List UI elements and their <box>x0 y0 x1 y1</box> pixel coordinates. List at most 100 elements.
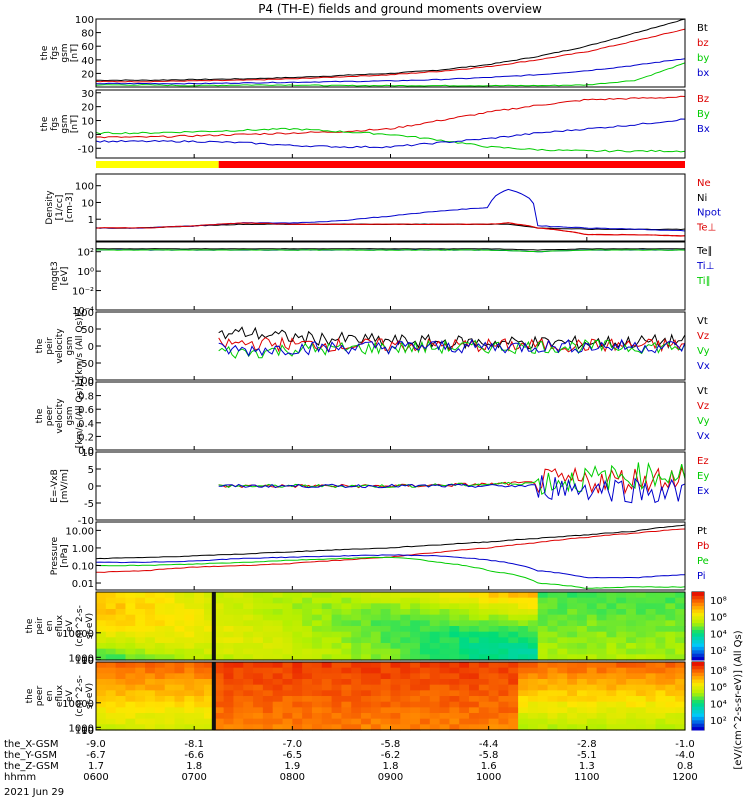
heatmap-cell <box>469 648 480 655</box>
heatmap-cell <box>194 679 205 686</box>
heatmap-cell <box>449 597 460 604</box>
heatmap-cell <box>115 631 127 638</box>
heatmap-cell <box>96 648 107 655</box>
heatmap-cell <box>527 637 539 644</box>
heatmap-cell <box>469 684 480 691</box>
heatmap-cell <box>243 648 254 655</box>
heatmap-cell <box>262 662 274 669</box>
heatmap-cell <box>527 654 539 661</box>
heatmap-cell <box>439 690 450 697</box>
y-tick-label: 10000 <box>62 629 94 640</box>
heatmap-cell <box>262 620 274 627</box>
heatmap-cell <box>125 707 136 714</box>
heatmap-cell <box>253 614 264 621</box>
heatmap-cell <box>380 643 392 650</box>
heatmap-cell <box>665 718 676 725</box>
heatmap-cell <box>488 643 500 650</box>
heatmap-cell <box>400 713 411 720</box>
heatmap-cell <box>105 626 117 633</box>
heatmap-cell <box>321 713 333 720</box>
heatmap-cell <box>586 667 598 674</box>
heatmap-cell <box>439 713 450 720</box>
series-pressure-line <box>96 528 686 573</box>
heatmap-cell <box>596 707 608 714</box>
heatmap-cell <box>243 631 254 638</box>
heatmap-cell <box>478 662 490 669</box>
heatmap-cell <box>184 713 195 720</box>
heatmap-cell <box>105 609 117 616</box>
heatmap-cell <box>302 637 313 644</box>
y-axis-label-line: sr-eV) <box>85 683 95 709</box>
y-axis-label: thepeervelocitygsm[km/s (All Qs)] <box>35 384 85 448</box>
heatmap-cell <box>655 637 666 644</box>
y-tick-label: -50 <box>78 359 94 370</box>
heatmap-cell <box>370 609 382 616</box>
y-axis-label-line: eV <box>65 619 75 632</box>
heatmap-cell <box>508 614 519 621</box>
heatmap-cell <box>400 654 411 661</box>
heatmap-cell <box>272 690 284 697</box>
heatmap-cell <box>626 620 637 627</box>
heatmap-cell <box>635 597 647 604</box>
heatmap-cell <box>478 592 490 599</box>
heatmap-cell <box>243 690 254 697</box>
heatmap-cell <box>400 603 411 610</box>
heatmap-cell <box>292 620 303 627</box>
heatmap-cell <box>557 701 568 708</box>
heatmap-cell <box>282 673 293 680</box>
heatmap-cell <box>557 662 568 669</box>
heatmap-cell <box>370 614 382 621</box>
heatmap-cell <box>361 679 372 686</box>
heatmap-cell <box>459 637 470 644</box>
heatmap-cell <box>616 609 627 616</box>
heatmap-cell <box>370 592 382 599</box>
heatmap-cell <box>665 597 676 604</box>
heatmap-cell <box>115 696 127 703</box>
heatmap-cell <box>272 654 284 661</box>
heatmap-cell <box>557 637 568 644</box>
y-axis-label-line: (cm^2-s- <box>75 605 85 647</box>
heatmap-cell <box>557 592 568 599</box>
heatmap-cell <box>164 673 176 680</box>
heatmap-cell <box>400 620 411 627</box>
heatmap-cell <box>567 724 578 731</box>
heatmap-cell <box>498 637 509 644</box>
heatmap-cell <box>518 592 529 599</box>
heatmap-cell <box>145 696 156 703</box>
heatmap-cell <box>567 673 578 680</box>
heatmap-cell <box>606 654 617 661</box>
heatmap-cell <box>547 679 558 686</box>
heatmap-cell <box>341 684 352 691</box>
x-row-value: 1.8 <box>383 761 399 772</box>
heatmap-cell <box>616 597 627 604</box>
heatmap-cell <box>311 690 323 697</box>
heatmap-cell <box>557 713 568 720</box>
heatmap-cell <box>321 701 333 708</box>
heatmap-cell <box>469 662 480 669</box>
heatmap-cell <box>145 690 156 697</box>
panel-frame <box>95 173 686 242</box>
y-axis-label-line: en <box>45 690 55 701</box>
heatmap-cell <box>174 654 185 661</box>
y-axis-label: Density[1/cc][cm-3] <box>45 190 75 225</box>
colorbar-swatch <box>692 639 704 644</box>
colorbar-swatch <box>692 609 704 613</box>
heatmap-cell <box>361 707 372 714</box>
heatmap-cell <box>429 679 441 686</box>
heatmap-cell <box>321 592 333 599</box>
heatmap-cell <box>341 696 352 703</box>
heatmap-cell <box>351 718 362 725</box>
heatmap-cell <box>626 662 637 669</box>
heatmap-cell <box>125 690 136 697</box>
y-tick-label: 10 <box>81 448 94 459</box>
heatmap-cell <box>645 662 657 669</box>
y-tick-label: 10 <box>81 656 94 667</box>
x-row-value: 0.8 <box>677 761 693 772</box>
heatmap-cell <box>145 667 156 674</box>
heatmap-cell <box>233 662 244 669</box>
heatmap-cell <box>665 626 676 633</box>
heatmap-cell <box>547 707 558 714</box>
heatmap-cell <box>596 626 608 633</box>
colorbar-tick-label: 10⁴ <box>710 699 727 710</box>
